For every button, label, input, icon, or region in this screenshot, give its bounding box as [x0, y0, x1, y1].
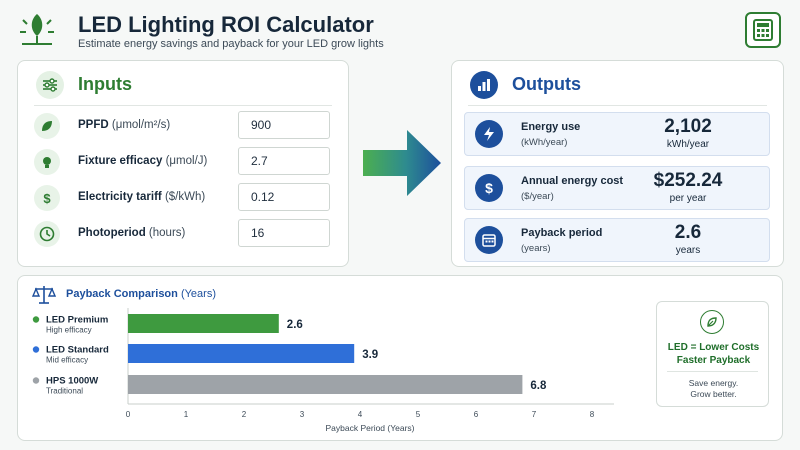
output-sub: kWh/year — [666, 139, 710, 150]
category-sublabel: Traditional — [46, 387, 83, 396]
calculator-button[interactable] — [745, 12, 781, 48]
data-label: 3.9 — [362, 349, 378, 361]
input-label: PPFD (μmol/m²/s) — [78, 119, 171, 131]
output-label: Energy use — [521, 121, 581, 133]
sliders-icon — [36, 71, 64, 99]
badge-tagline-2: Grow better. — [690, 389, 737, 399]
payback-chart-panel: Payback Comparison (Years) LED Premium Hi… — [17, 275, 783, 441]
x-tick-label: 3 — [300, 410, 305, 419]
x-tick-label: 1 — [184, 410, 189, 419]
x-tick-label: 8 — [590, 410, 595, 419]
output-sub: per year — [669, 193, 707, 204]
header: LED Lighting ROI Calculator Estimate ene… — [0, 0, 800, 58]
input-label: Electricity tariff ($/kWh) — [78, 191, 206, 203]
input-row-ppfd: PPFD (μmol/m²/s) — [32, 111, 344, 141]
output-sub: years — [675, 245, 701, 256]
input-row-efficacy: Fixture efficacy (μmol/J) — [32, 147, 344, 177]
arrow-right-icon — [363, 130, 441, 196]
photoperiod-input[interactable] — [238, 219, 330, 247]
data-label: 2.6 — [287, 319, 303, 331]
bar — [128, 344, 355, 363]
legend-dot — [32, 377, 40, 384]
bar — [128, 375, 523, 394]
output-card-cost: $ Annual energy cost ($/year) $252.24 pe… — [464, 166, 770, 210]
input-label: Fixture efficacy (μmol/J) — [78, 155, 208, 167]
legend-dot — [32, 316, 40, 323]
output-card-energy: Energy use (kWh/year) 2,102 kWh/year — [464, 112, 770, 156]
dollar-icon: $ — [34, 185, 60, 211]
divider — [667, 371, 758, 372]
data-label: 6.8 — [530, 380, 547, 392]
category-label: HPS 1000W — [46, 376, 98, 387]
page-subtitle: Estimate energy savings and payback for … — [78, 38, 384, 50]
category-sublabel: High efficacy — [46, 326, 92, 335]
output-value: 2,102 — [664, 116, 712, 137]
balance-scale-icon — [32, 286, 56, 304]
bar — [128, 314, 279, 333]
plant-bulb-icon — [20, 14, 54, 45]
outputs-title: Outputs — [512, 74, 581, 94]
x-tick-label: 7 — [532, 410, 537, 419]
badge-tagline: Save energy. — [688, 378, 739, 388]
chart-title: Payback Comparison (Years) — [66, 288, 216, 300]
output-label: Annual energy cost — [521, 175, 624, 187]
led-benefit-badge: LED = Lower Costs Faster Payback Save en… — [656, 301, 769, 407]
input-row-photoperiod: Photoperiod (hours) — [32, 219, 344, 249]
dollar-icon: $ — [475, 174, 503, 202]
x-tick-label: 2 — [242, 410, 247, 419]
x-tick-label: 0 — [126, 410, 131, 419]
bar-chart-icon — [470, 71, 498, 99]
badge-headline: LED = Lower Costs — [667, 342, 760, 353]
output-unit: (years) — [521, 243, 551, 254]
output-unit: (kWh/year) — [521, 137, 568, 148]
output-label: Payback period — [521, 227, 603, 239]
output-value: 2.6 — [674, 222, 702, 243]
svg-text:$: $ — [485, 180, 493, 196]
legend-dot — [32, 346, 40, 353]
divider — [34, 105, 332, 106]
output-card-payback: Payback period (years) 2.6 years — [464, 218, 770, 262]
leaf-icon — [34, 113, 60, 139]
calculator-icon — [753, 19, 773, 41]
svg-text:$: $ — [43, 191, 51, 205]
clock-icon — [34, 221, 60, 247]
inputs-title: Inputs — [78, 74, 132, 94]
outputs-panel: Outputs Energy use (kWh/year) 2,102 kWh/… — [451, 60, 784, 267]
category-label: LED Premium — [46, 315, 108, 326]
x-tick-label: 5 — [416, 410, 421, 419]
inputs-panel: Inputs PPFD (μmol/m²/s) Fixture efficacy… — [17, 60, 349, 267]
lightning-icon — [475, 120, 503, 148]
category-sublabel: Mid efficacy — [46, 356, 88, 365]
efficacy-input[interactable] — [238, 147, 330, 175]
x-axis-label: Payback Period (Years) — [326, 423, 415, 433]
x-tick-label: 4 — [358, 410, 363, 419]
calendar-icon — [475, 226, 503, 254]
output-value: $252.24 — [653, 170, 723, 191]
leaf-circle-icon — [700, 310, 724, 334]
output-unit: ($/year) — [521, 191, 554, 202]
bulb-icon — [34, 149, 60, 175]
ppfd-input[interactable] — [238, 111, 330, 139]
x-tick-label: 6 — [474, 410, 479, 419]
divider — [468, 105, 767, 106]
input-row-tariff: $ Electricity tariff ($/kWh) — [32, 183, 344, 213]
tariff-input[interactable] — [238, 183, 330, 211]
category-label: LED Standard — [46, 345, 109, 356]
page-title: LED Lighting ROI Calculator — [78, 12, 374, 37]
badge-headline-2: Faster Payback — [676, 355, 751, 366]
input-label: Photoperiod (hours) — [78, 227, 186, 239]
